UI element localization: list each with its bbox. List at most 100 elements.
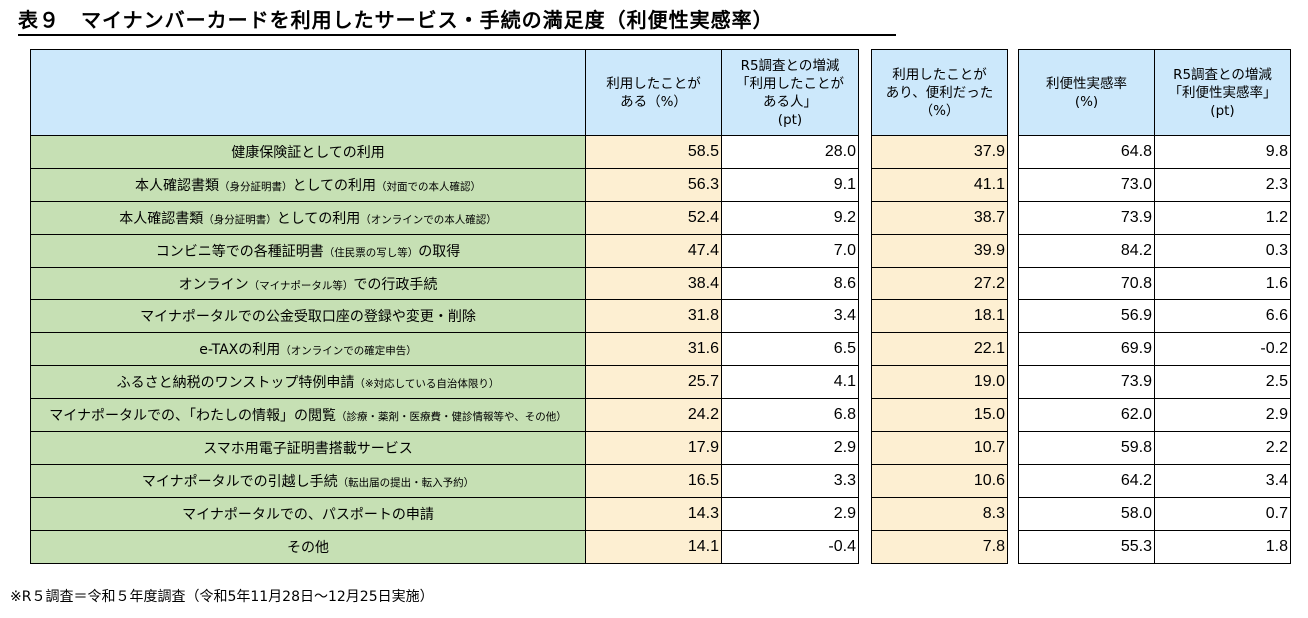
used-value: 38.4 [585,266,722,301]
rate-diff-value: 1.8 [1154,529,1291,564]
used-diff-value: 2.9 [721,431,859,465]
table-row: 本人確認書類（身分証明書）としての利用（対面での本人確認） 56.3 9.1 [30,167,859,202]
rate-diff-value: -0.2 [1154,332,1291,367]
rate-value: 56.9 [1018,299,1155,334]
row-label-note: （オンラインでの本人確認） [360,213,497,226]
rate-diff-value: 1.2 [1154,200,1291,235]
rate-diff-value: 0.3 [1154,233,1291,268]
row-label-text: スマホ用電子証明書搭載サービス [203,440,413,457]
table-row: 10.6 [871,463,1008,498]
used-value: 14.1 [585,529,722,564]
header-rate-diff: R5調査との増減 「利便性実感率」 (pt) [1154,49,1291,136]
convenient-value: 15.0 [871,398,1008,433]
row-label-sub: （転出届の提出・転入予約） [337,476,475,489]
convenient-value: 38.7 [871,200,1008,235]
used-value: 24.2 [585,398,722,433]
used-diff-value: -0.4 [721,529,859,564]
used-diff-value: 2.9 [721,496,859,531]
rate-diff-value: 6.6 [1154,299,1291,334]
row-label-text: コンビニ等での各種証明書 [155,243,324,260]
table-row: 64.2 3.4 [1018,463,1291,498]
table-row: マイナポータルでの引越し手続（転出届の提出・転入予約） 16.5 3.3 [30,463,859,498]
used-value: 52.4 [585,200,722,235]
used-diff-value: 4.1 [721,365,859,400]
convenient-value: 27.2 [871,266,1008,301]
row-label: e-TAXの利用（オンラインでの確定申告） [30,332,586,367]
table-row: 健康保険証としての利用 58.5 28.0 [30,135,859,169]
convenience-rate-table: 利便性実感率 (%) R5調査との増減 「利便性実感率」 (pt) 64.8 9.8 73… [1018,49,1291,564]
rate-diff-value: 2.5 [1154,365,1291,400]
convenient-value: 7.8 [871,529,1008,564]
table-row: 59.8 2.2 [1018,431,1291,465]
row-label-sub: （オンラインでの確定申告） [280,345,417,358]
table-row: 41.1 [871,167,1008,202]
row-label-text: 本人確認書類 [119,210,204,227]
rate-value: 64.8 [1018,135,1155,169]
table-row: スマホ用電子証明書搭載サービス 17.9 2.9 [30,431,859,465]
table-row: 38.7 [871,200,1008,235]
table-row: ふるさと納税のワンストップ特例申請（※対応している自治体限り） 25.7 4.1 [30,365,859,400]
row-label-sub: （身分証明書） [218,180,293,193]
table-row: 18.1 [871,299,1008,334]
header-convenient: 利用したことが あり、便利だった （%） [871,49,1008,136]
convenient-value: 22.1 [871,332,1008,367]
table-row: マイナポータルでの公金受取口座の登録や変更・削除 31.8 3.4 [30,299,859,334]
convenient-table: 利用したことが あり、便利だった （%） 37.9 41.1 38.7 39.9 27.2 1… [871,49,1008,564]
table-row: 10.7 [871,431,1008,465]
label-header-blank [30,49,586,136]
row-label-text: マイナポータルでの、パスポートの申請 [182,506,434,523]
table-row: 27.2 [871,266,1008,301]
header-rate: 利便性実感率 (%) [1018,49,1155,136]
header-used: 利用したことが ある（%） [585,49,722,136]
row-label: マイナポータルでの引越し手続（転出届の提出・転入予約） [30,463,586,498]
row-label-sub: （※対応している自治体限り） [354,378,500,391]
table-row: 7.8 [871,529,1008,564]
table-row: 69.9 -0.2 [1018,332,1291,367]
row-label: ふるさと納税のワンストップ特例申請（※対応している自治体限り） [30,365,586,400]
row-label-sub: （身分証明書） [203,213,277,226]
convenient-value: 10.6 [871,463,1008,498]
used-value: 58.5 [585,135,722,169]
rate-value: 73.9 [1018,200,1155,235]
row-label: マイナポータルでの、「わたしの情報」の閲覧（診療・薬剤・医療費・健診情報等や、そ… [30,398,586,433]
used-value: 31.6 [585,332,722,367]
table-row: 39.9 [871,233,1008,268]
table-row: 22.1 [871,332,1008,367]
convenient-value: 41.1 [871,167,1008,202]
rate-value: 84.2 [1018,233,1155,268]
rate-value: 70.8 [1018,266,1155,301]
convenient-value: 18.1 [871,299,1008,334]
row-label-text: マイナポータルでの引越し手続 [141,473,338,490]
table-row: マイナポータルでの、パスポートの申請 14.3 2.9 [30,496,859,531]
row-label-text: 健康保険証としての利用 [231,144,385,161]
row-label: マイナポータルでの、パスポートの申請 [30,496,586,531]
used-value: 14.3 [585,496,722,531]
used-diff-value: 8.6 [721,266,859,301]
rate-value: 59.8 [1018,431,1155,465]
used-diff-value: 6.5 [721,332,859,367]
row-label: オンライン（マイナポータル等）での行政手続 [30,266,586,301]
rate-value: 73.0 [1018,167,1155,202]
rate-value: 58.0 [1018,496,1155,531]
convenient-value: 39.9 [871,233,1008,268]
table-row: 15.0 [871,398,1008,433]
used-value: 17.9 [585,431,722,465]
row-label-text: 本人確認書類 [134,177,219,194]
table-row: 19.0 [871,365,1008,400]
rate-diff-value: 0.7 [1154,496,1291,531]
table-title: 表９ マイナンバーカードを利用したサービス・手続の満足度（利便性実感率） [18,6,896,36]
used-diff-value: 9.2 [721,200,859,235]
row-label-sub: （住民票の写し等） [323,246,419,259]
table-row: 本人確認書類（身分証明書）としての利用（オンラインでの本人確認） 52.4 9.2 [30,200,859,235]
row-label-text: その他 [287,539,329,556]
used-value: 25.7 [585,365,722,400]
row-label: 本人確認書類（身分証明書）としての利用（対面での本人確認） [30,167,586,202]
used-value: 31.8 [585,299,722,334]
row-label: 本人確認書類（身分証明書）としての利用（オンラインでの本人確認） [30,200,586,235]
table-row: 73.9 1.2 [1018,200,1291,235]
row-label: スマホ用電子証明書搭載サービス [30,431,586,465]
table-row: e-TAXの利用（オンラインでの確定申告） 31.6 6.5 [30,332,859,367]
row-label: 健康保険証としての利用 [30,135,586,169]
rate-value: 64.2 [1018,463,1155,498]
used-value: 56.3 [585,167,722,202]
